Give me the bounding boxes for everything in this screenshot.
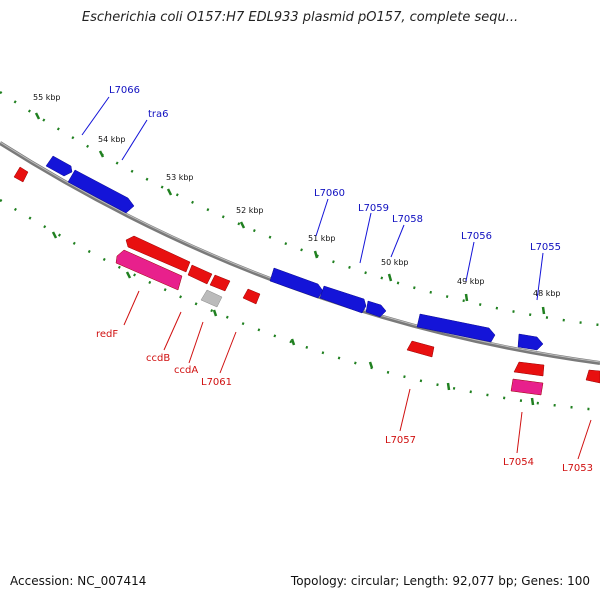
major-tick [290,338,296,346]
tick-label-49kbp: 49 kbp [457,277,485,286]
gene-label-l7056: L7056 [461,231,492,242]
gene-label-l7054: L7054 [503,457,534,468]
major-tick [239,221,246,229]
major-tick [541,306,546,315]
callout-l7053 [577,419,592,460]
major-tick [530,397,535,406]
callout-l7066 [81,96,110,136]
gene-label-l7060: L7060 [314,188,345,199]
major-tick [464,293,469,302]
major-tick [51,231,58,239]
callout-ccda [188,321,204,364]
inner-major-ticks [51,231,535,406]
tick-label-51kbp: 51 kbp [308,234,336,243]
callout-l7061 [219,331,237,374]
gene-label-l7066: L7066 [109,85,140,96]
major-tick [98,150,105,158]
gene-ccda [209,274,231,292]
callout-tra6 [121,119,148,161]
major-tick [166,188,173,196]
major-tick [387,273,393,282]
accession-text: Accession: NC_007414 [10,574,147,588]
gene-label-redf: redF [96,329,118,340]
gene-l7061 [242,288,261,305]
gene-l7066 [45,155,73,177]
gene-unnamed-red-left [13,166,29,183]
gene-l7058 [365,300,387,318]
topology-info-text: Topology: circular; Length: 92,077 bp; G… [290,574,590,588]
gene-label-ccda: ccdA [174,365,198,376]
forward-callout-lines [81,96,544,301]
backbone-arc [0,141,600,365]
gene-label-l7057: L7057 [385,435,416,446]
tick-label-52kbp: 52 kbp [236,206,264,215]
major-tick [212,309,218,317]
gene-l7055 [517,333,544,351]
reverse-genes [13,166,600,396]
gene-l7054-top [513,361,545,377]
gene-label-l7058: L7058 [392,214,423,225]
gene-label-l7055: L7055 [530,242,561,253]
callout-ccdb [163,311,182,351]
gene-ccdb [187,264,213,285]
gene-l7056 [416,313,496,343]
gene-l7054 [510,378,544,396]
tick-label-53kbp: 53 kbp [166,173,194,182]
gene-l7053 [585,369,600,384]
gene-label-l7061: L7061 [201,377,232,388]
tick-label-50kbp: 50 kbp [381,258,409,267]
gene-l7057 [406,340,435,358]
major-tick [125,271,132,279]
tick-label-54kbp: 54 kbp [98,135,126,144]
callout-l7059 [359,212,372,264]
inner-tick-ring [0,198,600,412]
gene-l7060 [269,267,324,299]
gene-label-tra6: tra6 [148,109,169,120]
gene-redf-partner [125,235,191,273]
major-tick [368,361,374,369]
gene-label-ccdb: ccdB [146,353,170,364]
gene-l7059 [319,285,367,314]
major-tick [313,250,319,259]
gene-grey [200,289,223,308]
tick-label-48kbp: 48 kbp [533,289,561,298]
callout-l7060 [315,198,329,237]
tick-label-55kbp: 55 kbp [33,93,61,102]
gene-tra6 [67,169,135,214]
major-tick [34,112,41,120]
reverse-callout-lines [123,290,592,460]
callout-l7054 [516,411,523,454]
forward-genes [45,155,544,351]
map-title: Escherichia coli O157:H7 EDL933 plasmid … [81,10,519,25]
callout-redf [123,290,140,326]
gene-label-l7059: L7059 [358,203,389,214]
callout-l7058 [390,224,405,258]
callout-l7057 [399,388,411,432]
callout-l7056 [465,241,475,282]
outer-major-ticks [34,112,546,315]
gene-label-l7053: L7053 [562,463,593,474]
gene-redf [115,249,183,291]
major-tick [446,382,451,391]
callout-l7055 [536,252,544,301]
